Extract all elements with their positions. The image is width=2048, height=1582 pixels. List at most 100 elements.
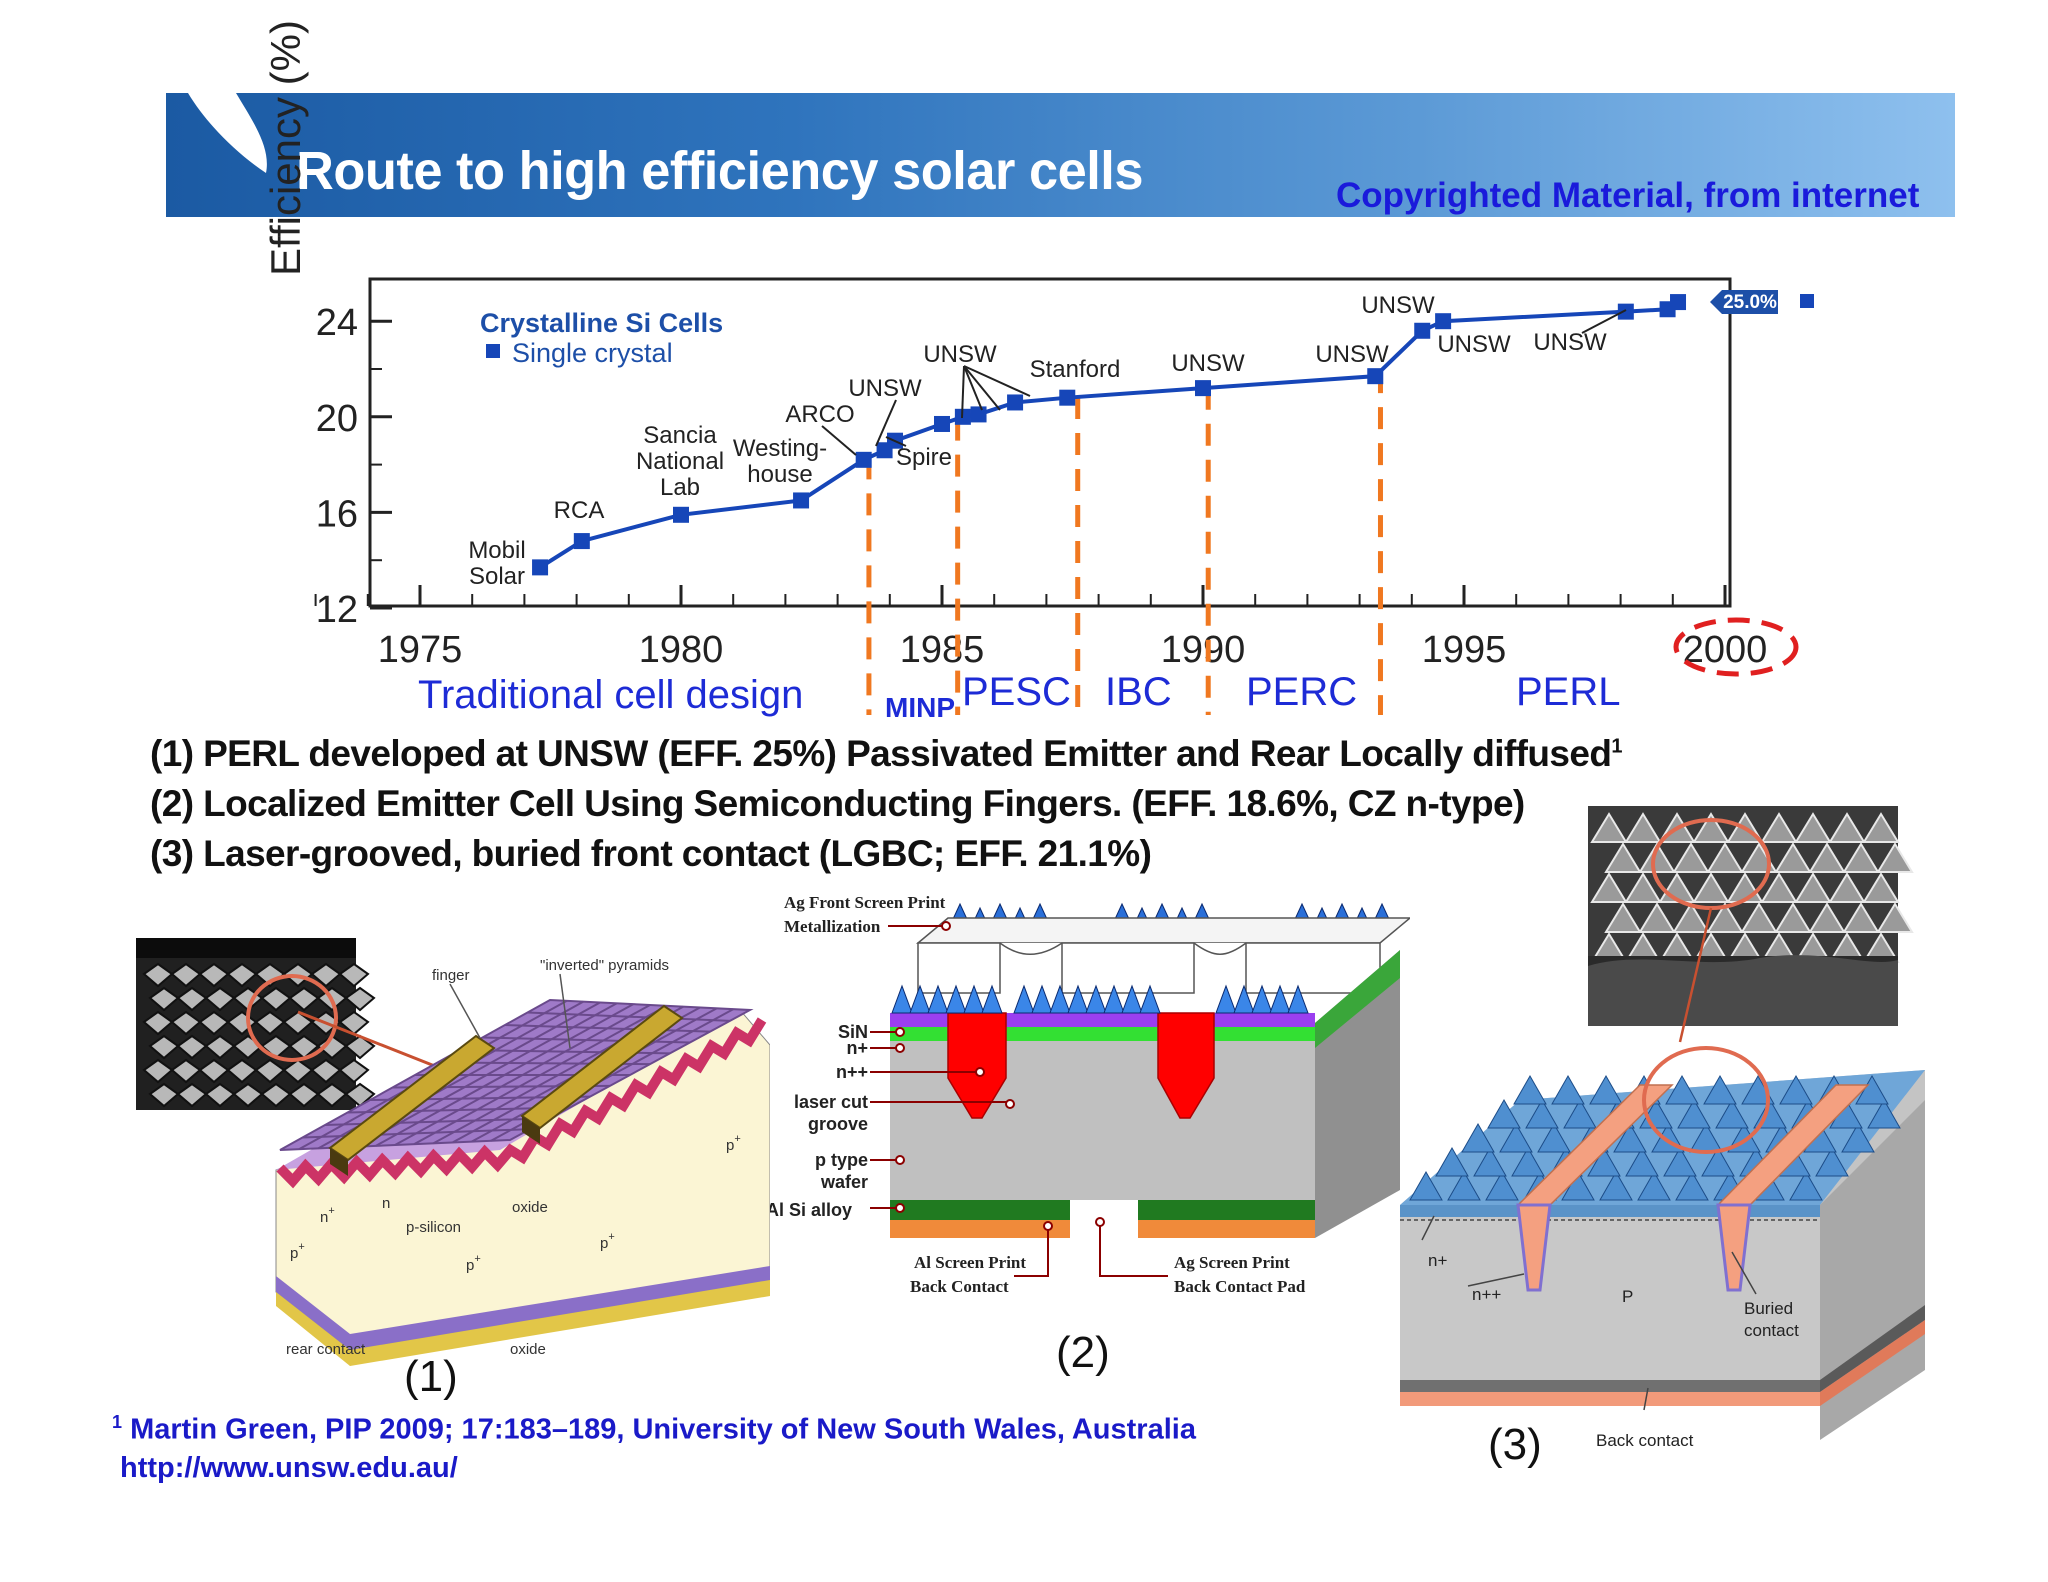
pyramid — [1511, 1146, 1545, 1177]
pyramid — [1703, 1074, 1737, 1105]
label-contact: contact — [1744, 1321, 1799, 1340]
x-tick-label: 1985 — [900, 629, 985, 671]
x-tick-label: 1975 — [378, 629, 463, 671]
pyramid — [1085, 984, 1107, 1014]
label-p-silicon: p-silicon — [406, 1219, 461, 1236]
pyramid — [1789, 1170, 1823, 1201]
pyramid — [1435, 1146, 1469, 1177]
pyramid — [1701, 1146, 1735, 1177]
pyramid — [1067, 984, 1089, 1014]
legend-label: Single crystal — [512, 338, 673, 368]
pyramid — [1551, 1074, 1585, 1105]
era-minp: MINP — [885, 692, 955, 723]
sem-pyramid — [1692, 812, 1730, 843]
data-point — [1195, 380, 1211, 397]
pyramid — [1049, 984, 1071, 1014]
pyramid — [1613, 1122, 1647, 1153]
label-groove: groove — [808, 1114, 868, 1134]
pyramid — [1461, 1122, 1495, 1153]
label-oxide: oxide — [512, 1199, 548, 1216]
sem-pyramid — [1876, 842, 1914, 873]
footnote-url[interactable]: http://www.unsw.edu.au/ — [120, 1452, 458, 1484]
label-back-contact: Back Contact — [910, 1277, 1009, 1296]
header-swoosh-icon — [188, 93, 267, 173]
sem-pyramid — [1604, 842, 1642, 873]
sem-pyramid — [1624, 872, 1662, 903]
annotation: National — [636, 448, 724, 475]
pyramid — [1121, 984, 1143, 1014]
sem-pyramid — [1706, 842, 1744, 873]
label-p: P — [1622, 1287, 1633, 1306]
label-n-plus-plus: n++ — [836, 1062, 868, 1082]
data-point — [1367, 368, 1384, 385]
label-rear-contact: rear contact — [286, 1341, 366, 1358]
record-callout-label: 25.0% — [1723, 292, 1777, 313]
label-n-plus: n+ — [320, 1205, 335, 1226]
x-tick-labels: 1975 1980 1985 1990 1995 2000 — [378, 629, 1768, 671]
data-point — [573, 533, 590, 550]
label-laser-cut: laser cut — [794, 1092, 868, 1112]
pyramid — [1287, 984, 1309, 1014]
pyramid — [1485, 1170, 1519, 1201]
pyramid — [1537, 1122, 1571, 1153]
sem-pit — [344, 986, 376, 1012]
sem-pyramid — [1862, 872, 1900, 903]
sem-pyramid — [1760, 872, 1798, 903]
footnote-citation: 1 Martin Green, PIP 2009; 17:183–189, Un… — [112, 1412, 1196, 1446]
data-point — [1617, 303, 1634, 320]
pyramid — [1031, 984, 1053, 1014]
data-point — [1059, 389, 1076, 406]
point-3: (3) Laser-grooved, buried front contact … — [150, 833, 1152, 874]
data-point — [1007, 394, 1024, 411]
sem-pit — [338, 1058, 370, 1084]
data-point — [532, 559, 549, 576]
x-tick-label: 1980 — [639, 629, 724, 671]
sem-pit — [344, 1034, 376, 1060]
figure-1-label: (1) — [404, 1352, 458, 1401]
annotation: house — [747, 461, 812, 488]
pyramid — [1599, 1170, 1633, 1201]
sem-pyramid — [1876, 902, 1914, 933]
sem-photo-inverted-pyramids — [136, 938, 376, 1110]
label-ag-screen: Ag Screen Print — [1174, 1253, 1290, 1272]
data-point — [1670, 294, 1687, 311]
era-dividers — [866, 371, 1383, 715]
x-tick-label: 1990 — [1161, 629, 1246, 671]
sem-pyramid — [1774, 842, 1812, 873]
sem-pyramid — [1706, 902, 1744, 933]
annotation: UNSW — [923, 341, 997, 368]
label-ag-front: Ag Front Screen Print — [784, 893, 946, 912]
pyramid — [1665, 1074, 1699, 1105]
pyramid — [1139, 984, 1161, 1014]
y-tick-label: 12 — [316, 589, 358, 631]
sem-pyramid — [1590, 872, 1628, 903]
sem-pyramid — [1808, 902, 1846, 933]
sem-pyramid — [1794, 872, 1832, 903]
label-wafer: wafer — [820, 1172, 868, 1192]
figure-2-label: (2) — [1056, 1328, 1110, 1377]
era-pesc: PESC — [962, 670, 1071, 714]
x-tick-label: 1995 — [1422, 629, 1507, 671]
annotation: ARCO — [785, 401, 854, 428]
figure-3-buried-contact-diagram: n+ n++ P Buried contact Back contact — [1400, 806, 1925, 1450]
pyramid — [1587, 1146, 1621, 1177]
label-metallization: Metallization — [784, 917, 881, 936]
sem-pyramid — [1862, 812, 1900, 843]
grid-line — [527, 1011, 731, 1022]
highlight-circle — [1673, 617, 1799, 677]
annotation: Sancia — [643, 422, 717, 449]
sem-pyramid — [1760, 812, 1798, 843]
pyramid — [1589, 1074, 1623, 1105]
legend-marker — [1800, 294, 1814, 308]
data-point — [934, 415, 950, 432]
figure-3-label: (3) — [1488, 1420, 1542, 1469]
data-point — [855, 451, 872, 468]
pyramid — [1675, 1170, 1709, 1201]
label-p-plus: p+ — [600, 1231, 615, 1252]
annotation: UNSW — [1533, 329, 1607, 356]
chart-title: Crystalline Si Cells — [480, 308, 723, 338]
era-ibc: IBC — [1105, 670, 1172, 714]
pyramid — [1779, 1074, 1813, 1105]
sem-pit — [338, 962, 370, 988]
annotation: UNSW — [1171, 350, 1245, 377]
